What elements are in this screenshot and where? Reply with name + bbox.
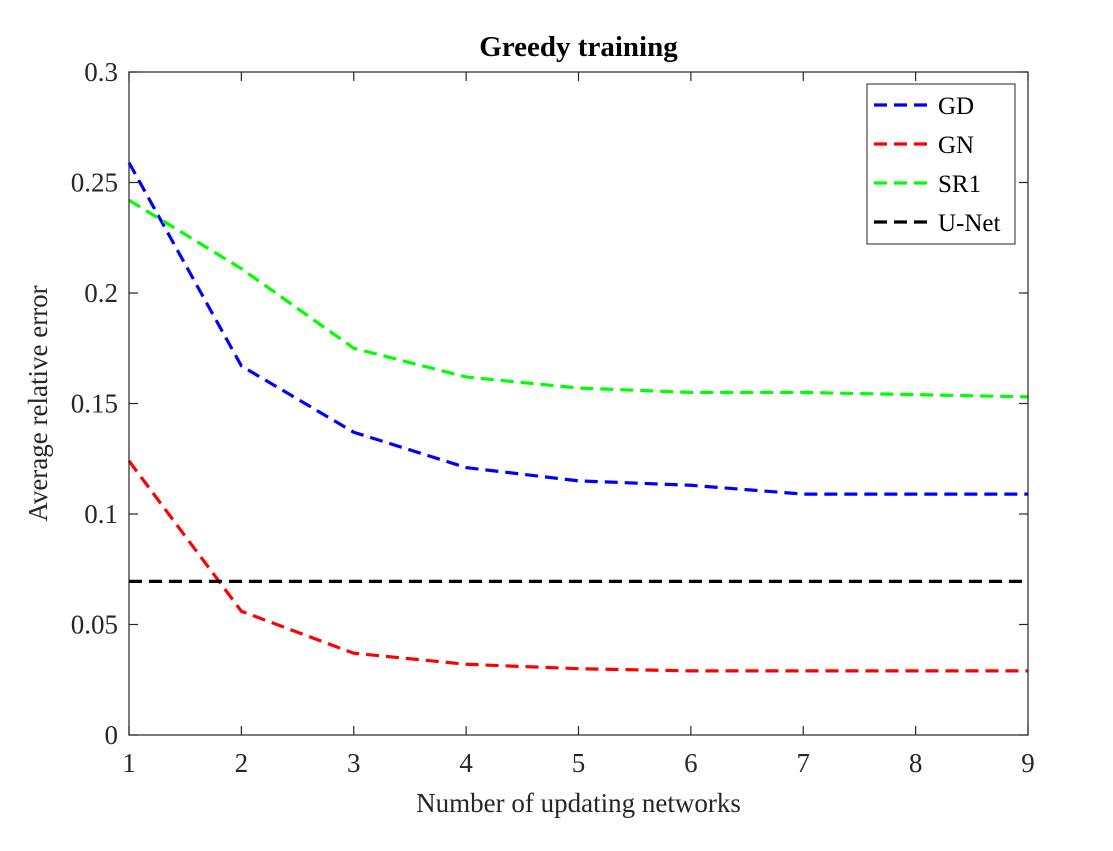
chart-title: Greedy training bbox=[479, 31, 678, 63]
y-tick-label: 0 bbox=[105, 720, 119, 750]
axis-ticks: 1 2 3 4 5 6 7 8 9 0 0.05 0.1 0.15 0.2 0.25 0.3 bbox=[71, 57, 1035, 778]
x-tick-label: 9 bbox=[1021, 748, 1035, 778]
x-axis-label: Number of updating networks bbox=[416, 788, 741, 818]
series-lines bbox=[127, 161, 1029, 673]
legend-box bbox=[866, 83, 1016, 245]
legend: GD GN SR1 U-Net bbox=[866, 83, 1016, 245]
x-tick-label: 4 bbox=[459, 748, 473, 778]
x-tick-label: 8 bbox=[909, 748, 923, 778]
y-tick-label: 0.2 bbox=[84, 278, 118, 308]
y-tick-label: 0.05 bbox=[71, 610, 118, 640]
x-tick-label: 3 bbox=[347, 748, 361, 778]
series-line-gn bbox=[127, 460, 1028, 673]
plot-area-border bbox=[128, 71, 1029, 736]
x-tick-label: 6 bbox=[684, 748, 698, 778]
legend-label-u-net: U-Net bbox=[938, 210, 1001, 237]
x-tick-label: 7 bbox=[797, 748, 811, 778]
legend-label-gn: GN bbox=[938, 132, 974, 159]
x-tick-label: 5 bbox=[572, 748, 586, 778]
x-tick-label: 1 bbox=[122, 748, 136, 778]
y-tick-label: 0.25 bbox=[71, 168, 118, 198]
y-tick-label: 0.3 bbox=[84, 57, 118, 87]
legend-label-sr1: SR1 bbox=[938, 171, 981, 198]
y-tick-label: 0.15 bbox=[71, 389, 118, 419]
x-tick-label: 2 bbox=[235, 748, 249, 778]
y-axis-label: Average relative error bbox=[23, 285, 53, 521]
y-tick-label: 0.1 bbox=[84, 499, 118, 529]
legend-label-gd: GD bbox=[938, 93, 974, 120]
